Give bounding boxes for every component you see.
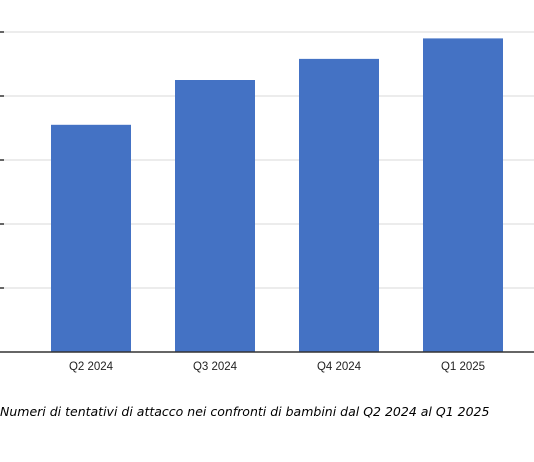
bar-chart: Q2 2024 Q3 2024 Q4 2024 Q1 2025 xyxy=(0,31,534,373)
x-tick-label: Q3 2024 xyxy=(193,361,238,373)
x-tick-label: Q1 2025 xyxy=(441,361,485,373)
x-tick-label: Q4 2024 xyxy=(317,361,362,373)
bar xyxy=(51,124,131,352)
x-tick-label: Q2 2024 xyxy=(69,361,114,373)
bar xyxy=(299,58,379,352)
bar xyxy=(423,38,503,353)
bar xyxy=(175,80,255,352)
chart-caption: Numeri di tentativi di attacco nei confr… xyxy=(0,404,490,419)
